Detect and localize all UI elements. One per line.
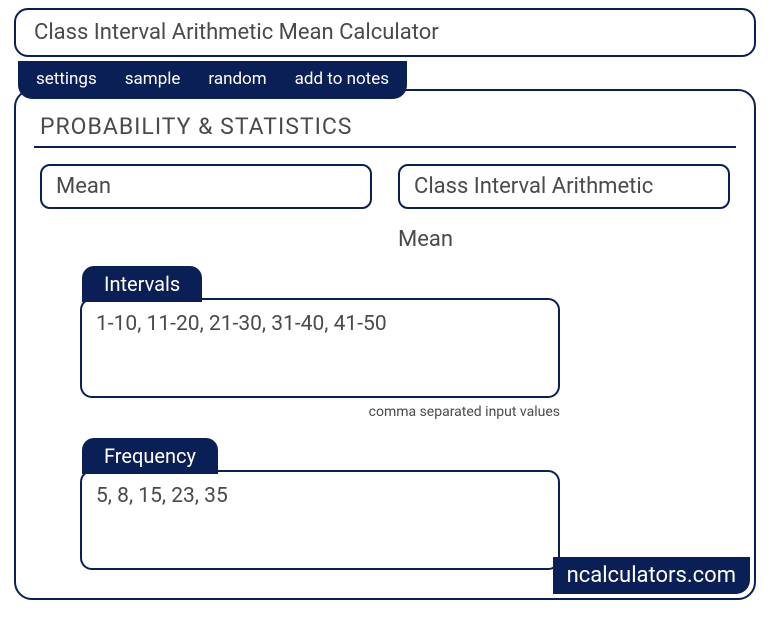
frequency-label: Frequency (82, 438, 218, 474)
title-text: Class Interval Arithmetic Mean Calculato… (34, 20, 439, 45)
sub-label-mean: Mean (384, 219, 730, 260)
pill-mean[interactable]: Mean (40, 164, 372, 209)
intervals-hint: comma separated input values (80, 404, 560, 420)
sub-row: Mean (40, 219, 730, 260)
main-panel: PROBABILITY & STATISTICS Mean Class Inte… (14, 89, 756, 600)
tab-settings[interactable]: settings (36, 69, 97, 89)
tab-add-to-notes[interactable]: add to notes (295, 69, 389, 89)
intervals-input[interactable] (80, 298, 560, 398)
intervals-label: Intervals (82, 266, 202, 302)
pill-row: Mean Class Interval Arithmetic (40, 164, 730, 209)
frequency-block: Frequency (80, 438, 560, 574)
page-title: Class Interval Arithmetic Mean Calculato… (14, 8, 756, 57)
tab-random[interactable]: random (208, 69, 266, 89)
section-header: PROBABILITY & STATISTICS (34, 113, 736, 148)
tab-strip: settings sample random add to notes (18, 61, 407, 99)
frequency-input[interactable] (80, 470, 560, 570)
intervals-block: Intervals comma separated input values (80, 266, 560, 420)
watermark: ncalculators.com (553, 557, 750, 594)
pill-class-interval[interactable]: Class Interval Arithmetic (398, 164, 730, 209)
tab-sample[interactable]: sample (125, 69, 181, 89)
